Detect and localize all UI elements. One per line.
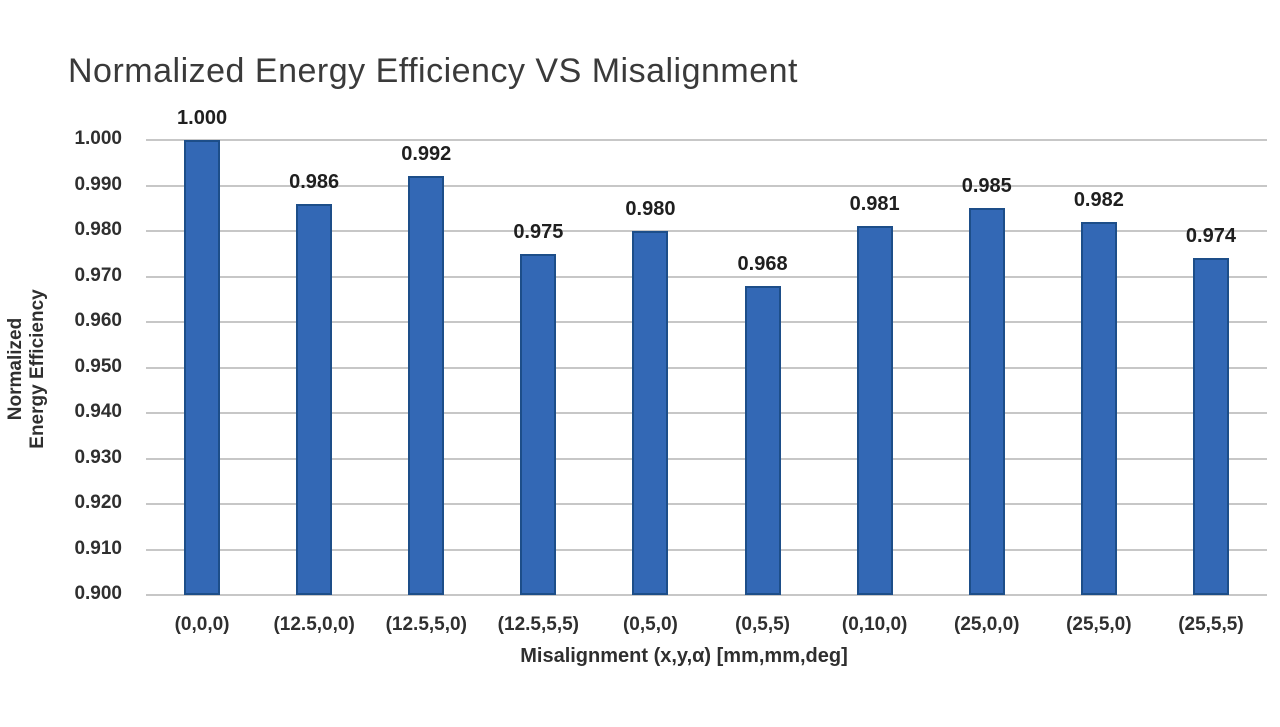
gridline <box>146 503 1267 505</box>
x-tick-label: (12.5,0,0) <box>273 614 355 635</box>
bar-value-label: 1.000 <box>177 107 228 129</box>
gridline <box>146 366 1267 369</box>
y-axis-title: Normalized Energy Efficiency <box>5 259 51 479</box>
bar-value-label: 0.982 <box>1073 188 1124 211</box>
x-tick-label: (25,5,0) <box>1066 614 1132 635</box>
bar <box>296 203 333 595</box>
bar-value-label: 0.975 <box>513 220 564 243</box>
gridline <box>146 594 1267 596</box>
bar <box>184 140 221 595</box>
x-tick-label: (25,0,0) <box>954 614 1020 635</box>
y-tick-label: 0.910 <box>74 537 122 559</box>
bar <box>856 226 893 595</box>
bar-value-label: 0.980 <box>625 198 676 220</box>
gridline <box>146 548 1267 551</box>
gridline <box>146 230 1267 232</box>
y-tick-label: 0.920 <box>74 492 122 513</box>
y-tick-label: 0.960 <box>74 310 122 331</box>
bar <box>968 208 1005 595</box>
x-axis-title: Misalignment (x,y,α) [mm,mm,deg] <box>520 645 848 667</box>
y-axis-title-line1: Normalized <box>5 317 26 421</box>
x-tick-label: (0,10,0) <box>841 614 908 635</box>
bar <box>1192 258 1229 595</box>
chart-title: Normalized Energy Efficiency VS Misalign… <box>68 52 798 90</box>
x-tick-label: (12.5,5,0) <box>385 614 467 635</box>
bar <box>744 285 781 595</box>
gridline <box>146 321 1267 323</box>
bar-value-label: 0.992 <box>401 143 452 166</box>
y-tick-label: 0.980 <box>74 219 122 240</box>
bar <box>408 176 445 595</box>
y-tick-label: 0.940 <box>74 401 122 422</box>
bar-value-label: 0.981 <box>849 193 900 216</box>
y-axis-title-line2: Energy Efficiency <box>27 289 48 449</box>
bar <box>632 231 669 595</box>
bar <box>520 253 557 595</box>
y-tick-label: 0.990 <box>74 173 122 195</box>
x-tick-label: (0,0,0) <box>174 614 230 635</box>
x-tick-label: (12.5,5,5) <box>497 614 579 635</box>
y-tick-label: 0.930 <box>74 446 122 468</box>
bar-value-label: 0.974 <box>1185 225 1236 248</box>
gridline <box>146 457 1267 460</box>
y-tick-label: 0.950 <box>74 355 122 377</box>
bar-value-label: 0.968 <box>737 252 788 275</box>
y-tick-label: 1.000 <box>74 128 122 149</box>
x-tick-label: (25,5,5) <box>1178 614 1244 635</box>
gridline <box>146 412 1267 414</box>
bar-value-label: 0.985 <box>961 175 1012 198</box>
x-tick-label: (0,5,0) <box>622 614 678 635</box>
gridline <box>146 139 1267 141</box>
gridline <box>146 184 1267 187</box>
bar <box>1080 221 1117 595</box>
bar-value-label: 0.986 <box>289 170 340 193</box>
y-tick-label: 0.970 <box>74 264 122 286</box>
x-tick-label: (0,5,5) <box>735 614 790 635</box>
y-tick-label: 0.900 <box>74 583 122 604</box>
gridline <box>146 275 1267 278</box>
